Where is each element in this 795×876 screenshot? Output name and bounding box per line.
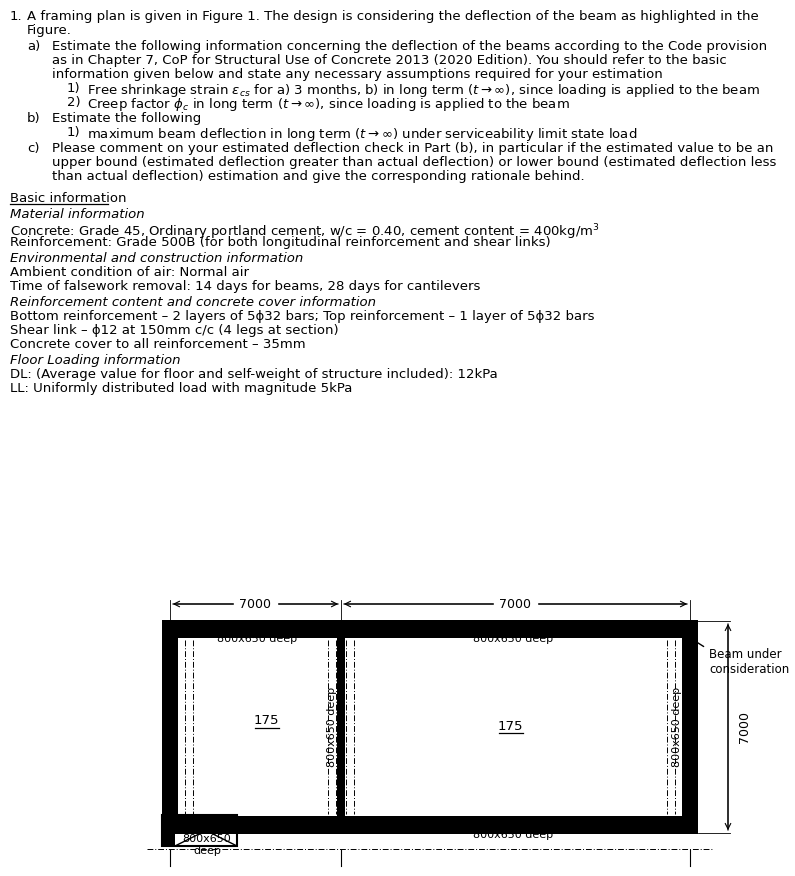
Text: 800x650
deep: 800x650 deep: [183, 834, 231, 856]
Text: 800x650 deep: 800x650 deep: [672, 687, 682, 767]
Text: upper bound (estimated deflection greater than actual deflection) or lower bound: upper bound (estimated deflection greate…: [52, 156, 777, 169]
Text: Beam under
consideration: Beam under consideration: [709, 648, 789, 676]
Text: Bottom reinforcement – 2 layers of 5ϕ32 bars; Top reinforcement – 1 layer of 5ϕ3: Bottom reinforcement – 2 layers of 5ϕ32 …: [10, 310, 595, 323]
Text: Material information: Material information: [10, 208, 145, 221]
Text: 1.: 1.: [10, 10, 22, 23]
Text: Ambient condition of air: Normal air: Ambient condition of air: Normal air: [10, 266, 249, 279]
Text: 7000: 7000: [239, 597, 272, 611]
Text: 1): 1): [67, 126, 80, 139]
Text: maximum beam deflection in long term ($t \rightarrow \infty$) under serviceabili: maximum beam deflection in long term ($t…: [87, 126, 638, 143]
Text: A framing plan is given in Figure 1. The design is considering the deflection of: A framing plan is given in Figure 1. The…: [27, 10, 758, 23]
Text: Concrete cover to all reinforcement – 35mm: Concrete cover to all reinforcement – 35…: [10, 338, 305, 351]
Bar: [337, 638, 345, 816]
Text: DL: (Average value for floor and self-weight of structure included): 12kPa: DL: (Average value for floor and self-we…: [10, 368, 498, 381]
Text: Estimate the following information concerning the deflection of the beams accord: Estimate the following information conce…: [52, 40, 767, 53]
Text: 800x650 deep: 800x650 deep: [474, 830, 553, 840]
Text: 800x650 deep: 800x650 deep: [218, 634, 297, 644]
Bar: [682, 638, 698, 816]
Text: Reinforcement: Grade 500B (for both longitudinal reinforcement and shear links): Reinforcement: Grade 500B (for both long…: [10, 236, 551, 249]
Text: Environmental and construction information: Environmental and construction informati…: [10, 252, 303, 265]
Text: c): c): [27, 142, 40, 155]
Text: a): a): [27, 40, 41, 53]
Text: 800x650 deep: 800x650 deep: [165, 678, 175, 758]
Text: Time of falsework removal: 14 days for beams, 28 days for cantilevers: Time of falsework removal: 14 days for b…: [10, 280, 480, 293]
Text: as in Chapter 7, CoP for Structural Use of Concrete 2013 (2020 Edition). You sho: as in Chapter 7, CoP for Structural Use …: [52, 54, 727, 67]
Bar: [162, 620, 698, 638]
Text: 800x650 deep: 800x650 deep: [327, 687, 337, 767]
Text: Floor Loading information: Floor Loading information: [10, 354, 180, 367]
Text: 1): 1): [67, 82, 80, 95]
Bar: [162, 815, 237, 846]
Text: information given below and state any necessary assumptions required for your es: information given below and state any ne…: [52, 68, 663, 81]
Text: 7000: 7000: [499, 597, 532, 611]
Text: Figure.: Figure.: [27, 24, 72, 37]
Text: b): b): [27, 112, 41, 125]
Bar: [162, 815, 175, 846]
Bar: [162, 638, 178, 816]
Text: Estimate the following: Estimate the following: [52, 112, 201, 125]
Text: 2): 2): [67, 96, 80, 109]
Text: 800x650 deep: 800x650 deep: [474, 634, 553, 644]
Text: Free shrinkage strain $\varepsilon_{cs}$ for a) 3 months, b) in long term ($t \r: Free shrinkage strain $\varepsilon_{cs}$…: [87, 82, 760, 99]
Text: Concrete: Grade 45, Ordinary portland cement, w/c = 0.40, cement content = 400kg: Concrete: Grade 45, Ordinary portland ce…: [10, 222, 599, 242]
Text: 7000: 7000: [738, 711, 751, 743]
Text: than actual deflection) estimation and give the corresponding rationale behind.: than actual deflection) estimation and g…: [52, 170, 584, 183]
Text: 175: 175: [254, 715, 279, 727]
Text: LL: Uniformly distributed load with magnitude 5kPa: LL: Uniformly distributed load with magn…: [10, 382, 352, 395]
Text: Basic information: Basic information: [10, 192, 126, 205]
Text: Reinforcement content and concrete cover information: Reinforcement content and concrete cover…: [10, 296, 376, 309]
Text: Shear link – ϕ12 at 150mm c/c (4 legs at section): Shear link – ϕ12 at 150mm c/c (4 legs at…: [10, 324, 339, 337]
Bar: [162, 816, 698, 834]
Text: 175: 175: [498, 719, 523, 732]
Text: Please comment on your estimated deflection check in Part (b), in particular if : Please comment on your estimated deflect…: [52, 142, 774, 155]
Text: Creep factor $\phi_c$ in long term ($t \rightarrow \infty$), since loading is ap: Creep factor $\phi_c$ in long term ($t \…: [87, 96, 570, 113]
